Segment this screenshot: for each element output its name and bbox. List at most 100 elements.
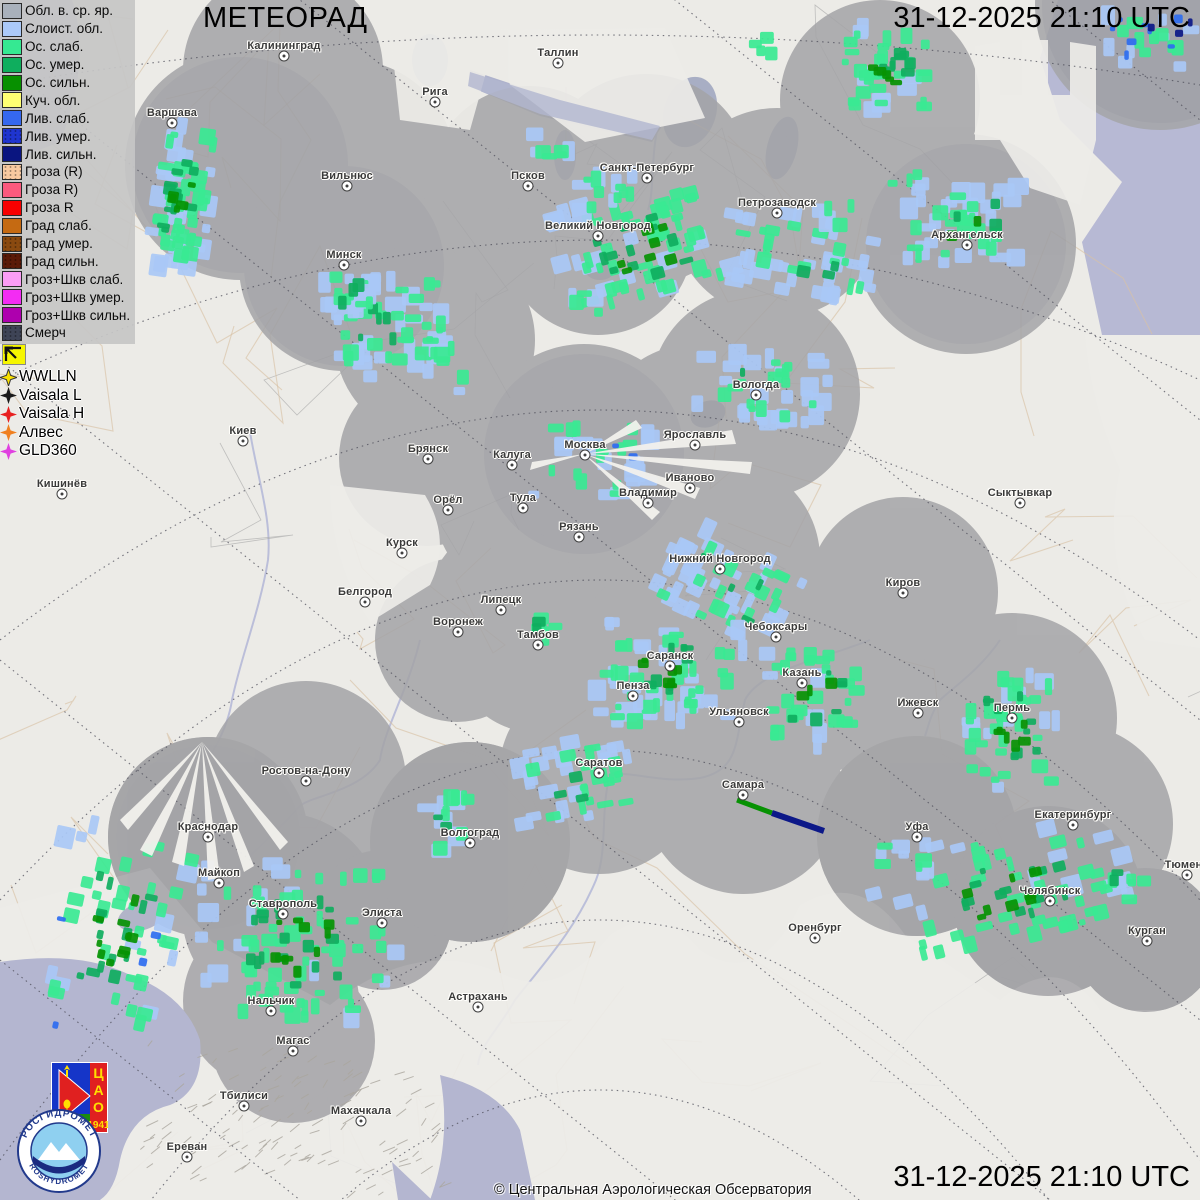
city-marker-dot xyxy=(664,660,676,672)
precip-blob xyxy=(1107,869,1152,905)
city-marker-dot xyxy=(1067,819,1079,831)
city-label: Вологда xyxy=(732,379,780,391)
city-marker-dot xyxy=(684,482,696,494)
legend-row: Лив. умер. xyxy=(2,127,135,145)
network-row: WWLLN xyxy=(0,368,84,387)
interference-streak xyxy=(736,797,825,834)
city-label: Великий Новгород xyxy=(545,220,651,232)
city-marker-dot xyxy=(733,716,745,728)
legend-swatch xyxy=(2,56,22,73)
legend-label: Смерч xyxy=(25,325,66,341)
city-marker-dot xyxy=(300,775,312,787)
legend-row: Слоист. обл. xyxy=(2,20,135,38)
city-label: Калуга xyxy=(493,449,531,461)
city-marker-dot xyxy=(396,547,408,559)
city-marker-dot xyxy=(376,917,388,929)
svg-text:А: А xyxy=(93,1082,103,1098)
legend-label: Град слаб. xyxy=(25,218,92,234)
city-label: Кишинёв xyxy=(36,478,88,490)
city-marker-dot xyxy=(1181,869,1193,881)
legend-row: Лив. сильн. xyxy=(2,145,135,163)
precip-blob xyxy=(811,199,855,233)
city-marker-dot xyxy=(464,837,476,849)
precip-blob xyxy=(691,343,833,431)
legend-label: Лив. умер. xyxy=(25,128,91,144)
city-marker-dot xyxy=(213,877,225,889)
city-label: Варшава xyxy=(146,107,198,119)
network-label: Vaisala L xyxy=(19,386,82,404)
legend-row: Лив. слаб. xyxy=(2,109,135,127)
city-marker-dot xyxy=(1006,712,1018,724)
city-marker-dot xyxy=(495,604,507,616)
city-marker-dot xyxy=(359,596,371,608)
legend-row: Град слаб. xyxy=(2,217,135,235)
legend-row: Град сильн. xyxy=(2,252,135,270)
city-label: Сыктывкар xyxy=(987,487,1053,499)
city-marker-dot xyxy=(166,117,178,129)
city-marker-dot xyxy=(897,587,909,599)
city-marker-dot xyxy=(961,239,973,251)
city-marker-dot xyxy=(532,639,544,651)
page-title: МЕТЕОРАД xyxy=(203,2,368,34)
city-marker-dot xyxy=(737,789,749,801)
datetime-top: 31-12-2025 21:10 UTC xyxy=(893,2,1190,34)
network-label: WWLLN xyxy=(19,368,77,386)
city-label: Вильнюс xyxy=(321,170,373,182)
precip-blob xyxy=(422,335,469,396)
legend-swatch xyxy=(2,92,22,109)
legend-label: Гроза R xyxy=(25,200,74,216)
legend-swatch xyxy=(2,20,22,37)
precip-blob xyxy=(723,206,882,306)
precip-blob xyxy=(864,818,1135,961)
legend-label: Куч. обл. xyxy=(25,92,81,108)
city-label: Воронеж xyxy=(433,616,483,628)
tornado-icon xyxy=(4,346,21,361)
city-label: Оренбург xyxy=(788,922,842,934)
precip-blob xyxy=(526,127,575,162)
city-label: Тула xyxy=(509,492,537,504)
city-label: Магас xyxy=(276,1035,310,1047)
legend-label: Лив. слаб. xyxy=(25,110,90,126)
legend-row: Обл. в. ср. яр. xyxy=(2,2,135,20)
city-label: Ростов-на-Дону xyxy=(261,765,351,777)
city-label: Санкт-Петербург xyxy=(599,162,695,174)
city-label: Саранск xyxy=(646,650,694,662)
city-label: Орёл xyxy=(433,494,463,506)
city-label: Ярославль xyxy=(663,429,727,441)
legend-label: Гроза (R) xyxy=(25,164,83,180)
city-marker-dot xyxy=(592,230,604,242)
precip-blob xyxy=(587,616,748,730)
legend-swatch xyxy=(2,217,22,234)
lightning-marker-icon xyxy=(0,387,17,405)
legend-row: Смерч xyxy=(2,324,135,342)
city-marker-dot xyxy=(422,453,434,465)
city-marker-dot xyxy=(1044,895,1056,907)
city-label: Ульяновск xyxy=(709,706,769,718)
city-label: Пенза xyxy=(616,680,650,692)
legend-label: Ос. слаб. xyxy=(25,39,84,55)
city-label: Белгород xyxy=(337,586,393,598)
city-label: Владимир xyxy=(618,487,678,499)
city-marker-dot xyxy=(689,439,701,451)
city-marker-dot xyxy=(911,831,923,843)
city-marker-dot xyxy=(641,172,653,184)
legend-swatch xyxy=(2,2,22,19)
city-label: Курган xyxy=(1128,925,1166,937)
precip-blob xyxy=(144,117,219,278)
legend-swatch xyxy=(2,110,22,127)
city-label: Архангельск xyxy=(931,229,1003,241)
precip-blob xyxy=(758,646,865,755)
city-marker-dot xyxy=(202,831,214,843)
legend-swatch xyxy=(2,289,22,306)
legend-label: Гроз+Шкв слаб. xyxy=(25,271,124,287)
precip-blob xyxy=(531,612,563,646)
city-marker-dot xyxy=(472,1001,484,1013)
datetime-bottom: 31-12-2025 21:10 UTC xyxy=(893,1161,1190,1193)
legend-swatch xyxy=(2,271,22,288)
city-label: Ереван xyxy=(166,1141,208,1153)
city-label: Майкоп xyxy=(197,867,241,879)
city-marker-dot xyxy=(552,57,564,69)
city-label: Уфа xyxy=(905,821,929,833)
legend-row: Ос. слаб. xyxy=(2,38,135,56)
city-label: Астрахань xyxy=(448,991,508,1003)
